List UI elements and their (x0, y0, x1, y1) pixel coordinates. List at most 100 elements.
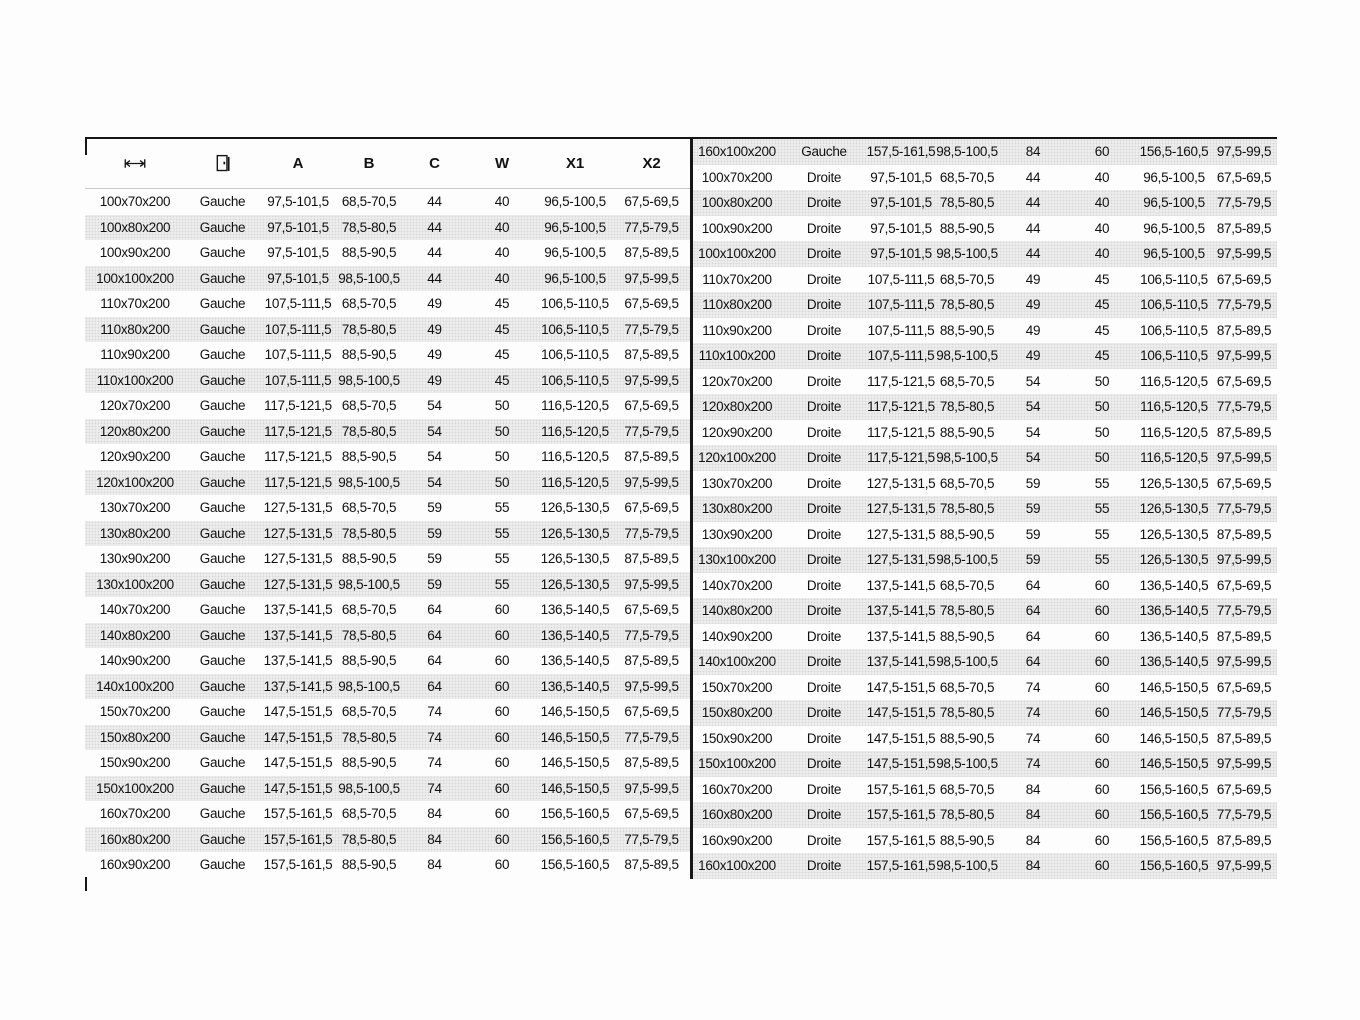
cell-x2: 97,5-99,5 (1216, 246, 1272, 262)
cell-hinge-side: Gauche (199, 755, 246, 771)
cell-a: 117,5-121,5 (264, 398, 332, 414)
cell-x2: 77,5-79,5 (624, 423, 679, 439)
table-row: 110x90x200 Droite 107,5-111,5 88,5-90,5 49 45… (693, 318, 1277, 344)
cell-hinge-side: Droite (806, 501, 842, 517)
cell-hinge-side: Gauche (199, 806, 246, 822)
cell-a: 117,5-121,5 (264, 449, 332, 465)
cell-x1: 116,5-120,5 (1140, 450, 1208, 466)
cell-x2: 67,5-69,5 (624, 500, 679, 516)
table-row: 120x70x200 Gauche 117,5-121,5 68,5-70,5 54 50… (85, 393, 690, 419)
cell-x2: 97,5-99,5 (1216, 450, 1272, 466)
cell-c: 64 (1025, 577, 1041, 593)
cell-x1: 156,5-160,5 (540, 831, 610, 847)
cell-x2: 67,5-69,5 (1216, 475, 1272, 491)
cell-b: 68,5-70,5 (939, 679, 995, 695)
cell-a: 137,5-141,5 (263, 678, 333, 694)
cell-x2: 97,5-99,5 (1216, 654, 1272, 670)
cell-b: 88,5-90,5 (341, 857, 397, 873)
cell-c: 64 (1025, 654, 1041, 670)
cell-size: 140x70x200 (701, 577, 773, 593)
cell-x2: 97,5-99,5 (624, 780, 679, 796)
cell-hinge-side: Droite (806, 781, 842, 797)
table-row: 130x70x200 Droite 127,5-131,5 68,5-70,5 59 55… (693, 471, 1277, 497)
cell-w: 60 (494, 678, 510, 694)
cell-a: 157,5-161,5 (866, 832, 936, 848)
table-row: 150x100x200 Droite 147,5-151,5 98,5-100,5 74… (693, 751, 1277, 777)
table-body-left: 100x70x200 Gauche 97,5-101,5 68,5-70,5 44 40 9… (85, 189, 690, 878)
cell-size: 150x80x200 (99, 729, 171, 745)
cell-x1: 96,5-100,5 (1143, 246, 1205, 262)
cell-c: 54 (427, 423, 442, 439)
cell-size: 150x70x200 (701, 679, 773, 695)
cell-x2: 67,5-69,5 (624, 602, 679, 618)
table-row: 140x90x200 Droite 137,5-141,5 88,5-90,5 64 60… (693, 624, 1277, 650)
table-row: 130x70x200 Gauche 127,5-131,5 68,5-70,5 59 55… (85, 495, 690, 521)
cell-x2: 77,5-79,5 (1216, 195, 1272, 211)
column-header-b: B (363, 155, 375, 172)
table-row: 100x70x200 Gauche 97,5-101,5 68,5-70,5 44 40 9… (85, 189, 690, 215)
cell-x1: 136,5-140,5 (1139, 628, 1209, 644)
cell-hinge-side: Gauche (199, 194, 246, 210)
table-row: 150x70x200 Gauche 147,5-151,5 68,5-70,5 74 60… (85, 699, 690, 725)
table-row: 120x70x200 Droite 117,5-121,5 68,5-70,5 54 50… (693, 369, 1277, 395)
cell-x2: 67,5-69,5 (624, 398, 679, 414)
cell-x2: 67,5-69,5 (624, 296, 679, 312)
cell-size: 140x90x200 (701, 628, 773, 644)
cell-size: 110x70x200 (702, 271, 772, 287)
cell-hinge-side: Droite (806, 450, 842, 466)
cell-x1: 146,5-150,5 (1139, 756, 1209, 772)
cell-x1: 156,5-160,5 (1139, 781, 1209, 797)
table-header-row: A B C W X1 X2 (85, 139, 690, 189)
cell-b: 88,5-90,5 (939, 220, 995, 236)
cell-x1: 126,5-130,5 (1139, 552, 1209, 568)
cell-x2: 97,5-99,5 (1216, 144, 1272, 160)
cell-hinge-side: Droite (806, 399, 842, 415)
cell-x2: 67,5-69,5 (1216, 271, 1272, 287)
cell-w: 60 (494, 831, 510, 847)
cell-c: 74 (1025, 705, 1041, 721)
cell-x2: 77,5-79,5 (624, 525, 679, 541)
cell-c: 64 (427, 627, 442, 643)
cell-x1: 106,5-110,5 (541, 321, 609, 337)
table-row: 130x100x200 Gauche 127,5-131,5 98,5-100,5 59… (85, 571, 690, 597)
cell-x1: 146,5-150,5 (1139, 730, 1209, 746)
table-row: 120x100x200 Gauche 117,5-121,5 98,5-100,5 54… (85, 469, 690, 495)
cell-b: 98,5-100,5 (936, 858, 998, 874)
cell-x1: 146,5-150,5 (540, 704, 610, 720)
table-row: 130x90x200 Gauche 127,5-131,5 88,5-90,5 59 55… (85, 546, 690, 572)
cell-c: 84 (427, 831, 442, 847)
cell-size: 160x100x200 (698, 858, 776, 874)
cell-hinge-side: Droite (806, 577, 842, 593)
cell-b: 98,5-100,5 (338, 576, 400, 592)
cell-x2: 97,5-99,5 (624, 270, 679, 286)
cell-hinge-side: Droite (806, 526, 842, 542)
cell-size: 160x100x200 (698, 144, 776, 160)
table-row: 100x80x200 Droite 97,5-101,5 78,5-80,5 44 40 9… (693, 190, 1277, 216)
cell-b: 68,5-70,5 (939, 475, 995, 491)
cell-b: 88,5-90,5 (939, 628, 995, 644)
cell-hinge-side: Gauche (199, 245, 246, 261)
cell-b: 88,5-90,5 (341, 551, 397, 567)
cell-x1: 156,5-160,5 (1139, 144, 1209, 160)
cell-c: 44 (427, 245, 442, 261)
cell-c: 44 (1025, 220, 1041, 236)
cell-x1: 126,5-130,5 (540, 551, 610, 567)
cell-x1: 136,5-140,5 (1139, 654, 1209, 670)
cell-size: 100x70x200 (701, 169, 773, 185)
table-row: 140x80x200 Gauche 137,5-141,5 78,5-80,5 64 60… (85, 622, 690, 648)
cell-w: 45 (494, 296, 510, 312)
cell-x2: 97,5-99,5 (1216, 552, 1272, 568)
cell-w: 50 (1094, 399, 1110, 415)
cell-b: 78,5-80,5 (939, 705, 995, 721)
cell-size: 120x70x200 (99, 398, 171, 414)
table-row: 160x70x200 Droite 157,5-161,5 68,5-70,5 84 60… (693, 777, 1277, 803)
cell-w: 45 (1094, 271, 1110, 287)
table-row: 100x80x200 Gauche 97,5-101,5 78,5-80,5 44 40 9… (85, 214, 690, 240)
cell-w: 50 (494, 449, 510, 465)
cell-x1: 126,5-130,5 (1139, 501, 1209, 517)
cell-c: 54 (1025, 399, 1041, 415)
cell-size: 100x90x200 (99, 245, 171, 261)
cell-hinge-side: Droite (806, 271, 842, 287)
cell-b: 78,5-80,5 (341, 831, 397, 847)
cell-c: 64 (427, 653, 442, 669)
